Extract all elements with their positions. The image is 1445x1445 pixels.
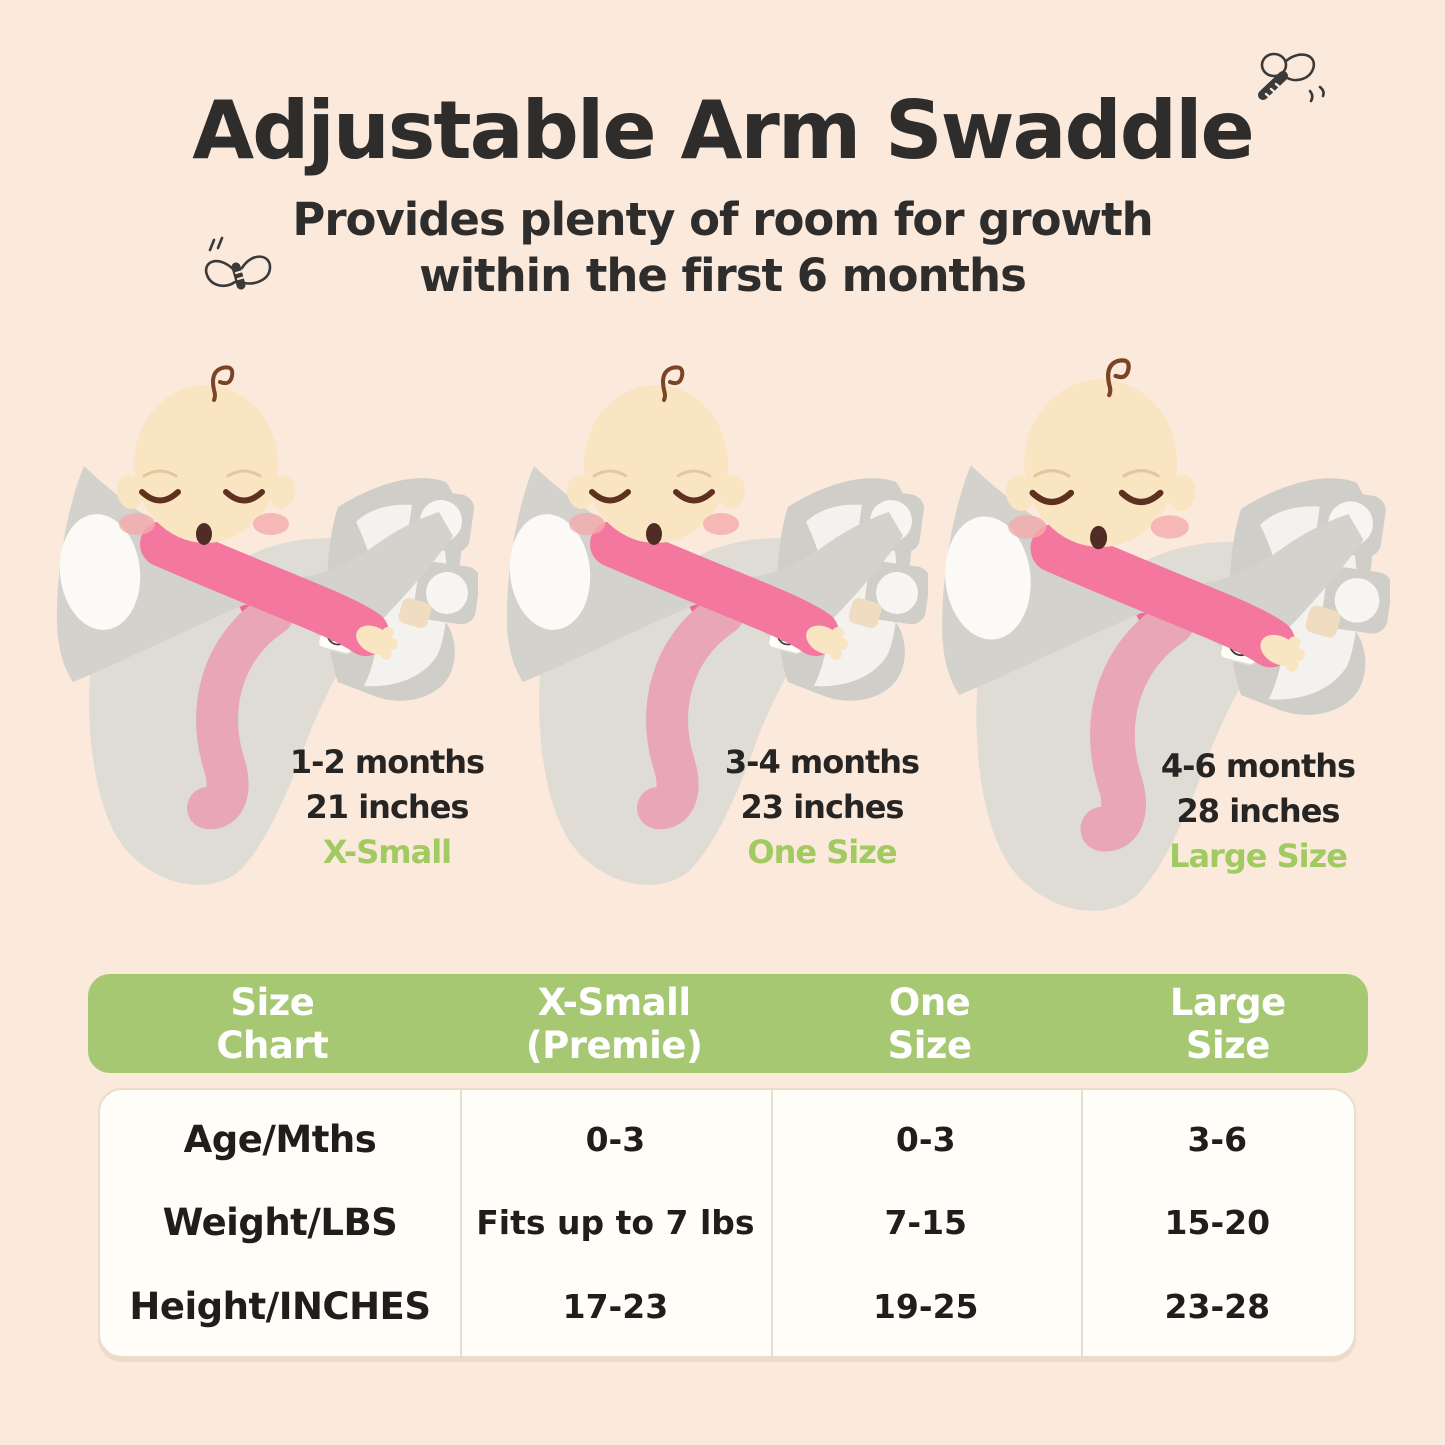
table-cell-weight-large: 15-20	[1164, 1203, 1271, 1243]
figure-length: 28 inches	[1176, 792, 1341, 830]
subtitle-line-2: within the first 6 months	[419, 249, 1027, 302]
table-cell-height-xsmall: 17-23	[562, 1286, 669, 1326]
table-divider	[459, 1090, 462, 1356]
table-divider	[770, 1090, 773, 1356]
size-chart-header-cell-title: Size Chart	[216, 980, 329, 1067]
table-cell-age-xsmall: 0-3	[585, 1120, 646, 1160]
figure-label-large: 4-6 months 28 inches Large Size	[1125, 744, 1391, 879]
figure-age: 1-2 months	[289, 743, 485, 781]
size-chart-header: Size Chart X-Small (Premie) One Size Lar…	[88, 974, 1368, 1073]
row-label-height: Height/INCHES	[129, 1284, 431, 1328]
table-cell-age-onesize: 0-3	[895, 1120, 956, 1160]
table-cell-weight-onesize: 7-15	[884, 1203, 968, 1243]
table-cell-height-large: 23-28	[1164, 1286, 1271, 1326]
butterfly-doodle-icon	[198, 228, 280, 298]
size-chart-table: Age/Mths 0-3 0-3 3-6 Weight/LBS Fits up …	[98, 1088, 1356, 1358]
table-divider	[1080, 1090, 1083, 1356]
figure-size: X-Small	[322, 833, 452, 871]
figure-age: 4-6 months	[1160, 747, 1356, 785]
table-cell-weight-xsmall: Fits up to 7 lbs	[476, 1203, 755, 1243]
figure-length: 23 inches	[740, 788, 905, 826]
size-chart-header-cell-onesize: One Size	[887, 980, 972, 1067]
size-chart-header-cell-large: Large Size	[1169, 980, 1286, 1067]
figure-age: 3-4 months	[724, 743, 920, 781]
figure-label-xsmall: 1-2 months 21 inches X-Small	[262, 740, 512, 875]
size-chart-header-cell-xsmall: X-Small (Premie)	[525, 980, 703, 1067]
figure-size: Large Size	[1169, 837, 1348, 875]
page-title: Adjustable Arm Swaddle	[192, 84, 1255, 177]
figure-size: One Size	[747, 833, 897, 871]
figure-length: 21 inches	[305, 788, 470, 826]
page-subtitle: Provides plenty of room for growth withi…	[0, 192, 1445, 304]
butterfly-doodle-icon	[1246, 42, 1332, 112]
subtitle-line-1: Provides plenty of room for growth	[292, 193, 1153, 246]
figure-label-onesize: 3-4 months 23 inches One Size	[697, 740, 947, 875]
table-cell-age-large: 3-6	[1187, 1120, 1248, 1160]
table-cell-height-onesize: 19-25	[872, 1286, 979, 1326]
row-label-age: Age/Mths	[183, 1118, 377, 1162]
row-label-weight: Weight/LBS	[162, 1201, 398, 1245]
